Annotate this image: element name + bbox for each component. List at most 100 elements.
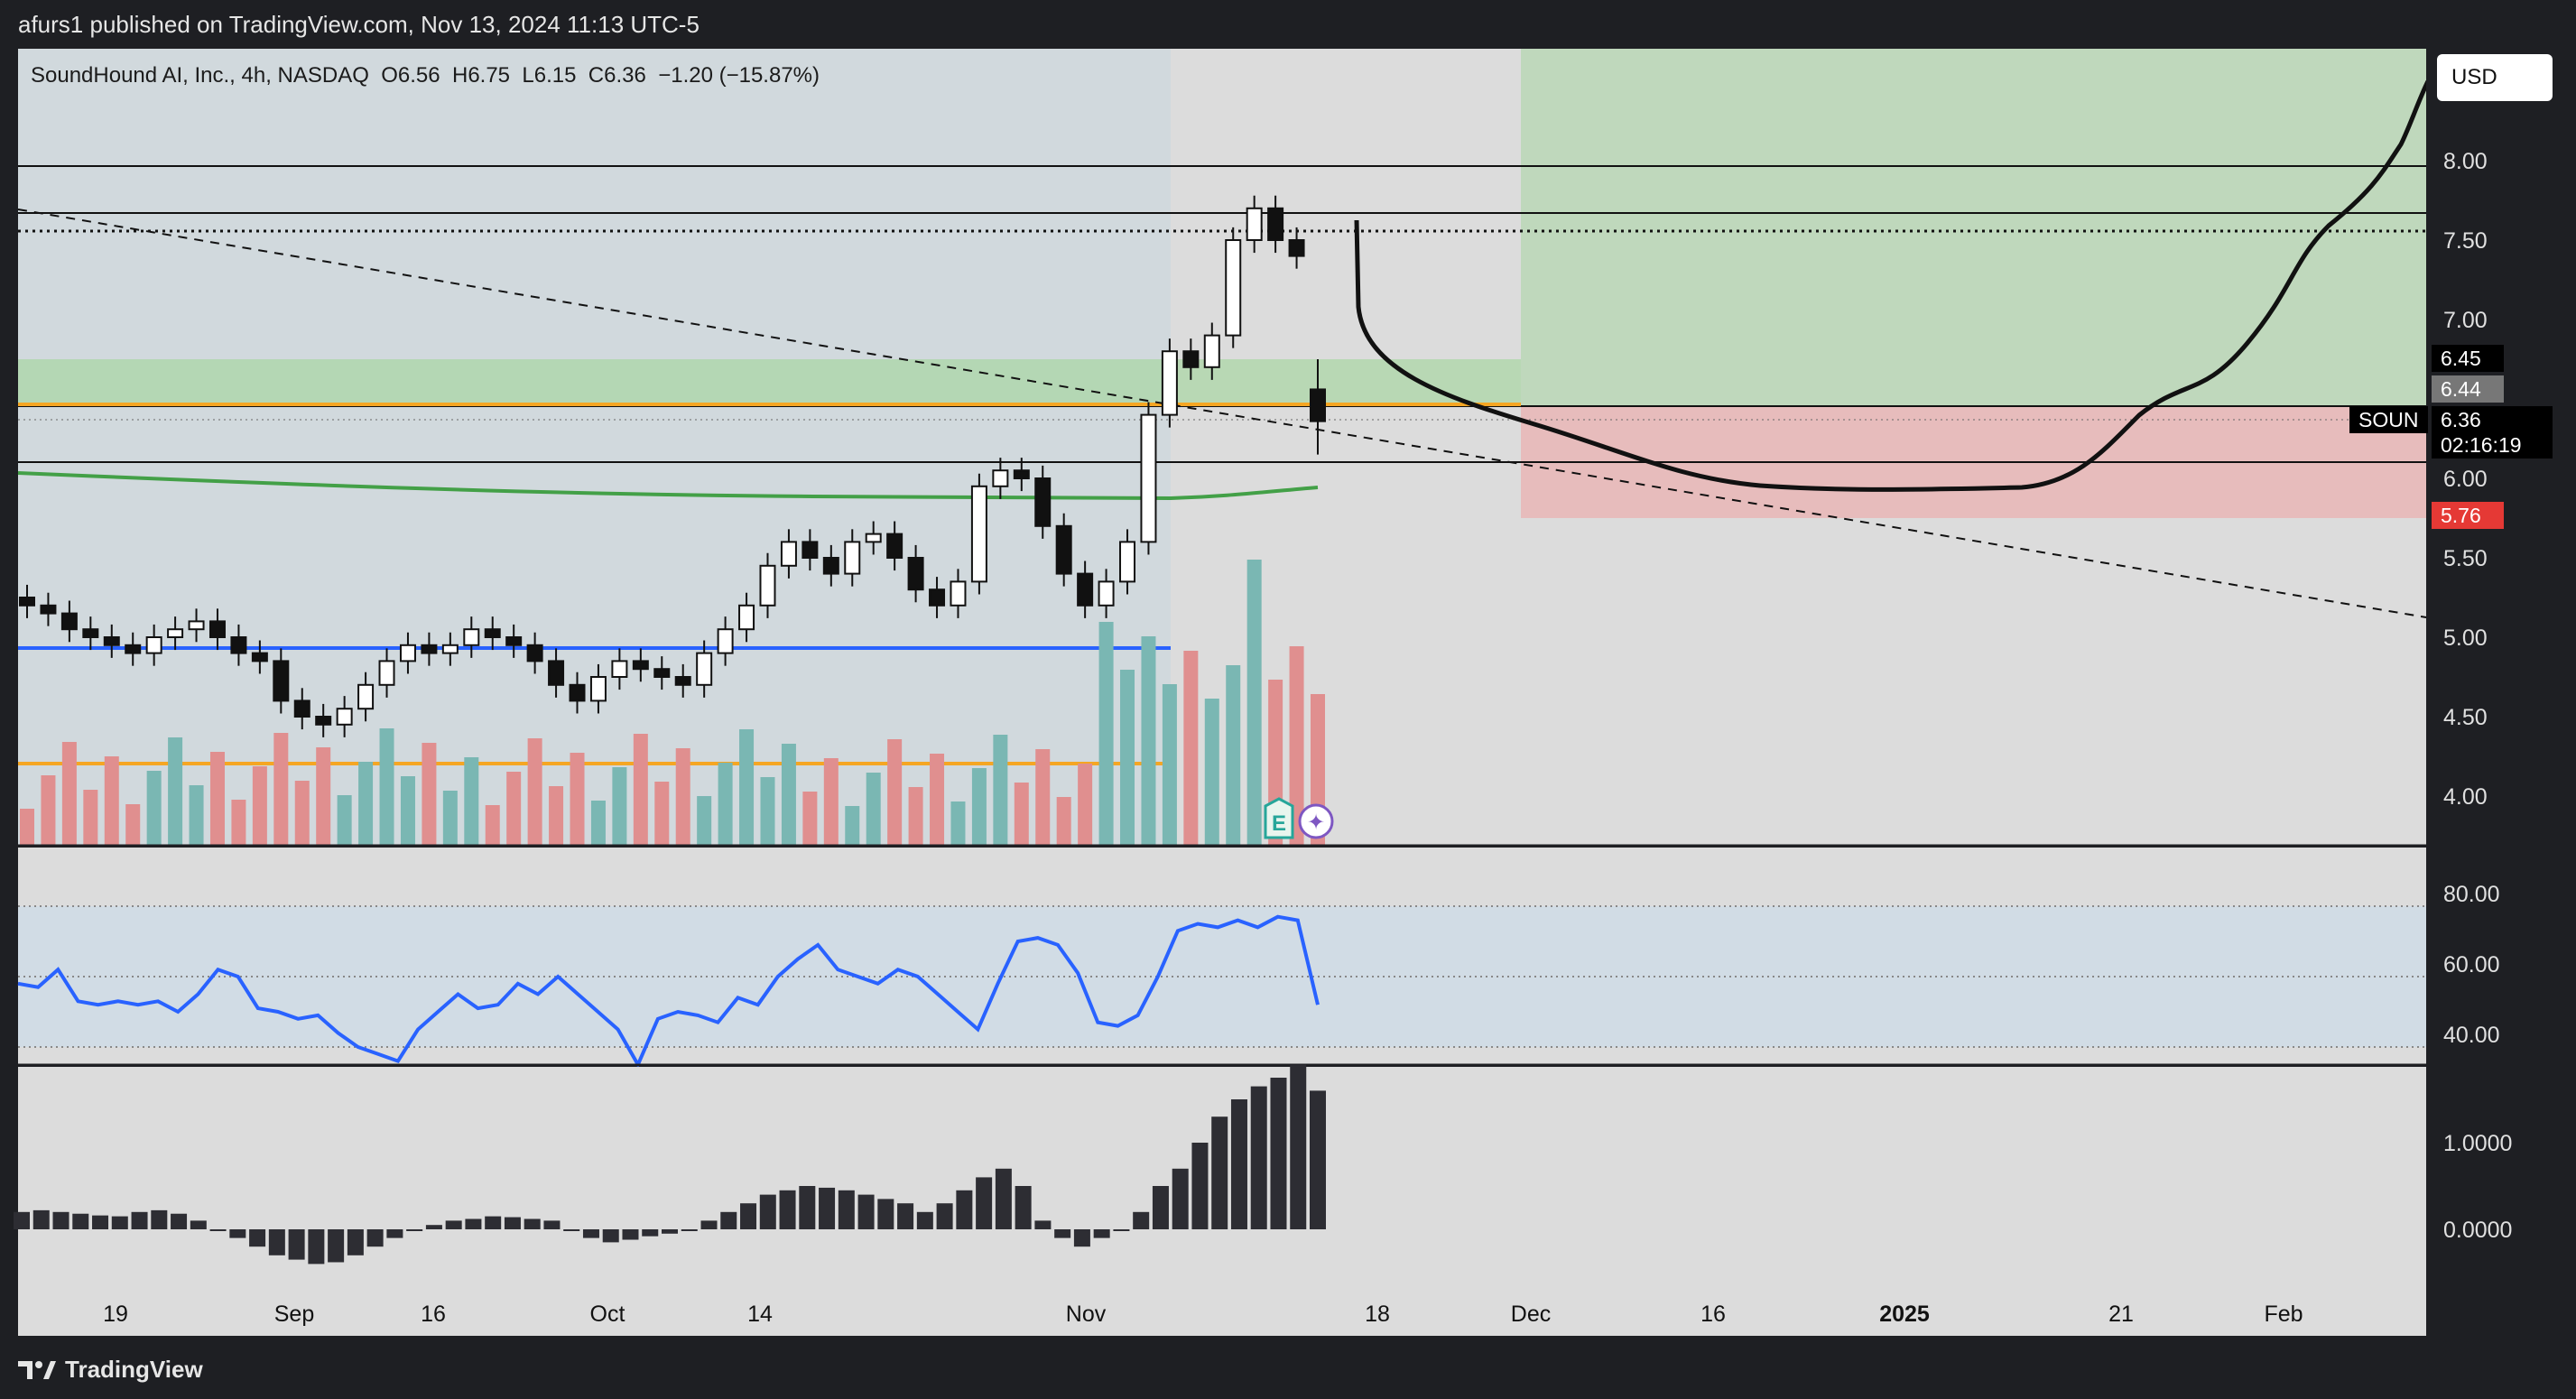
candle-body[interactable]: [759, 564, 776, 607]
candle-body[interactable]: [441, 644, 459, 654]
candle-body[interactable]: [1013, 469, 1030, 480]
candle-body[interactable]: [844, 541, 861, 575]
candle-body[interactable]: [780, 541, 797, 567]
chart-canvas[interactable]: E ✦ 8.00 7.50 7.00 6.00 5.50 5.00 4.50 4.00 80.…: [0, 49, 2576, 1336]
candle-body[interactable]: [865, 533, 882, 543]
candle-body[interactable]: [421, 644, 438, 654]
candle-body[interactable]: [1119, 541, 1136, 583]
rsi-line[interactable]: [17, 914, 1320, 1069]
candle-body[interactable]: [1288, 239, 1305, 257]
candle-body[interactable]: [632, 660, 649, 671]
candle-body[interactable]: [738, 604, 755, 631]
volume-bar: [845, 806, 860, 845]
candle-body[interactable]: [929, 588, 946, 607]
time-axis[interactable]: [18, 1283, 2426, 1336]
candle-body[interactable]: [1267, 207, 1284, 242]
volume-bar: [41, 775, 56, 845]
candle-body[interactable]: [950, 580, 967, 607]
dashed-trendline[interactable]: [17, 208, 2427, 618]
close-value: 6.36: [604, 63, 646, 88]
candle-body[interactable]: [696, 652, 713, 686]
candle-body[interactable]: [357, 683, 375, 710]
candle-body[interactable]: [970, 485, 987, 583]
candle-body[interactable]: [463, 628, 480, 646]
candle-body[interactable]: [802, 541, 819, 560]
candlesticks[interactable]: [19, 195, 1326, 737]
macd-axis[interactable]: [2426, 1067, 2576, 1283]
candle-body[interactable]: [167, 628, 184, 639]
candle-body[interactable]: [1055, 524, 1072, 575]
candle-body[interactable]: [548, 660, 565, 686]
candle-body[interactable]: [1098, 580, 1115, 607]
time-axis-label: Sep: [274, 1302, 314, 1327]
volume-bar: [485, 805, 500, 845]
candle-body[interactable]: [611, 660, 628, 679]
candle-body[interactable]: [674, 676, 691, 686]
candle-body[interactable]: [1034, 477, 1052, 527]
macd-bar: [799, 1186, 816, 1229]
macd-bar: [857, 1194, 875, 1229]
volume-bar: [739, 729, 755, 845]
candle-body[interactable]: [103, 636, 120, 646]
candle-body[interactable]: [378, 660, 395, 686]
volume-bar: [189, 785, 204, 845]
volume-bar: [1289, 646, 1304, 845]
close-label: C: [588, 63, 605, 88]
candle-body[interactable]: [653, 668, 671, 679]
candle-body[interactable]: [125, 644, 142, 654]
candle-body[interactable]: [336, 708, 353, 726]
symbol-legend[interactable]: SoundHound AI, Inc., 4h, NASDAQ O6.56 H6…: [31, 63, 820, 88]
candle-body[interactable]: [293, 700, 310, 718]
time-axis-labels: 19 Sep 16 Oct 14 Nov 18 Dec 16 2025 21 Feb: [103, 1302, 2303, 1327]
candle-body[interactable]: [1161, 350, 1178, 416]
candle-body[interactable]: [907, 557, 924, 591]
candle-body[interactable]: [1225, 239, 1242, 337]
projection-curve[interactable]: [1354, 79, 2431, 492]
candle-body[interactable]: [230, 636, 247, 654]
candle-body[interactable]: [1246, 207, 1263, 242]
volume-bar: [1204, 699, 1219, 845]
candle-body[interactable]: [1203, 334, 1220, 368]
volume-bar: [252, 766, 267, 845]
event-star-icon[interactable]: ✦: [1298, 803, 1334, 839]
candle-body[interactable]: [589, 676, 607, 702]
candle-body[interactable]: [1182, 350, 1200, 368]
candle-body[interactable]: [505, 636, 523, 646]
candle-body[interactable]: [82, 628, 99, 639]
candle-body[interactable]: [60, 612, 78, 631]
candle-body[interactable]: [886, 533, 903, 559]
candle-body[interactable]: [251, 652, 268, 662]
rsi-axis[interactable]: [2426, 848, 2576, 1064]
candle-body[interactable]: [569, 683, 586, 702]
candle-body[interactable]: [208, 620, 226, 639]
macd-bar: [877, 1199, 894, 1229]
volume-bar: [83, 790, 98, 845]
candle-body[interactable]: [40, 604, 57, 615]
tradingview-logo[interactable]: TradingView: [18, 1356, 203, 1384]
candle-body[interactable]: [273, 660, 290, 702]
candle-body[interactable]: [992, 469, 1009, 487]
svg-text:E: E: [1272, 811, 1286, 836]
earnings-marker[interactable]: E: [1264, 797, 1294, 839]
candle-body[interactable]: [1077, 572, 1094, 607]
volume-bar: [442, 791, 458, 845]
candle-body[interactable]: [822, 557, 839, 575]
candle-body[interactable]: [1140, 413, 1157, 543]
symbol-tag[interactable]: SOUN: [2349, 406, 2428, 433]
time-axis-label: Feb: [2264, 1302, 2303, 1327]
candle-body[interactable]: [19, 597, 35, 607]
candle-body[interactable]: [145, 636, 162, 654]
candle-body[interactable]: [315, 716, 332, 726]
candle-body[interactable]: [1310, 388, 1326, 422]
candle-body[interactable]: [717, 628, 734, 654]
macd-bar: [425, 1225, 442, 1229]
candle-body[interactable]: [484, 628, 501, 639]
volume-bar: [400, 776, 415, 845]
candle-body[interactable]: [399, 644, 416, 662]
macd-bar: [1250, 1086, 1267, 1229]
candle-body[interactable]: [526, 644, 543, 662]
moving-average-line[interactable]: [17, 471, 1319, 501]
candle-body[interactable]: [188, 620, 205, 631]
currency-button[interactable]: USD: [2437, 54, 2553, 101]
symbol-description[interactable]: SoundHound AI, Inc., 4h, NASDAQ: [31, 63, 369, 88]
